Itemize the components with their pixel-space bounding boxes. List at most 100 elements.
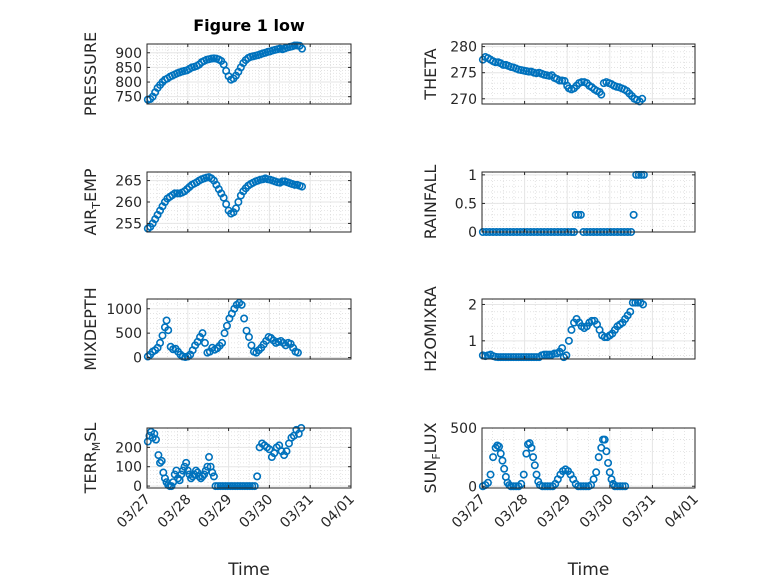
data-point <box>238 482 247 491</box>
data-point <box>226 482 235 491</box>
data-point <box>499 353 508 362</box>
data-point <box>604 458 613 467</box>
data-point <box>293 348 302 357</box>
data-point <box>543 482 552 491</box>
y-axis-label: AIRTEMP <box>81 168 103 235</box>
y-tick-label: 275 <box>450 66 477 82</box>
y-axis-label: RAINFALL <box>421 165 440 240</box>
y-axis-label-part: RAINFALL <box>421 165 440 240</box>
axes-box <box>481 43 696 105</box>
data-point <box>602 447 611 456</box>
y-axis-label: THETA <box>421 48 440 100</box>
data-point <box>512 353 521 362</box>
data-point <box>198 329 207 338</box>
y-tick-label: 280 <box>450 40 477 56</box>
data-point <box>506 482 515 491</box>
data-point <box>243 482 252 491</box>
data-point <box>178 466 187 475</box>
y-tick-label: 800 <box>115 75 142 91</box>
data-point <box>504 353 513 362</box>
y-tick-label: 0 <box>133 479 142 495</box>
data-point <box>253 472 262 481</box>
data-point <box>182 458 191 467</box>
data-point <box>581 482 590 491</box>
y-tick-label: 100 <box>115 460 142 476</box>
data-series-sunflux <box>478 435 630 491</box>
axes-box <box>481 171 696 233</box>
data-point <box>525 439 534 448</box>
data-point <box>577 78 586 87</box>
data-point <box>489 453 498 462</box>
data-point <box>151 435 160 444</box>
y-axis-label: SUNFLUX <box>421 422 443 493</box>
y-tick-label: 200 <box>115 440 142 456</box>
data-point <box>158 331 167 340</box>
data-point <box>265 445 274 454</box>
data-point <box>589 475 598 484</box>
data-point <box>494 353 503 362</box>
data-point <box>594 453 603 462</box>
y-axis-label-subscript: T <box>90 202 103 210</box>
y-axis-label-part: LUX <box>421 422 440 453</box>
data-point <box>517 479 526 488</box>
data-point <box>587 316 596 325</box>
y-tick-label: 260 <box>115 195 142 211</box>
y-axis-label-subscript: F <box>430 453 443 459</box>
data-point <box>223 482 232 491</box>
data-point <box>571 210 580 219</box>
data-point <box>522 353 531 362</box>
data-point <box>200 338 209 347</box>
data-point <box>574 210 583 219</box>
y-tick-label: 1 <box>468 334 477 350</box>
data-point <box>499 60 508 69</box>
data-point <box>527 353 536 362</box>
data-point <box>567 325 576 334</box>
data-point <box>278 177 287 186</box>
y-tick-label: 500 <box>450 421 477 437</box>
data-point <box>173 189 182 198</box>
y-tick-label: 750 <box>115 90 142 106</box>
data-point <box>222 321 231 330</box>
data-point <box>167 482 176 491</box>
axes-box <box>146 43 352 105</box>
data-point <box>514 353 523 362</box>
data-point <box>240 482 249 491</box>
data-point <box>576 482 585 491</box>
data-point <box>220 329 229 338</box>
data-point <box>530 461 539 470</box>
data-point <box>208 468 217 477</box>
y-axis-label: MIXDEPTH <box>81 287 100 370</box>
data-point <box>540 350 549 359</box>
subplot-h2omixra: 1 2 H2OMIXRA <box>421 286 696 372</box>
data-point <box>579 482 588 491</box>
data-point <box>529 453 538 462</box>
data-point <box>237 300 246 309</box>
data-point <box>183 466 192 475</box>
data-point <box>597 90 606 99</box>
y-tick-label: 900 <box>115 46 142 62</box>
data-point <box>496 353 505 362</box>
data-point <box>222 200 231 209</box>
x-axis-label: Time <box>567 560 610 580</box>
data-point <box>541 482 550 491</box>
y-axis-label-part: AIR <box>81 209 100 236</box>
data-point <box>298 44 307 53</box>
data-point <box>509 482 518 491</box>
data-point <box>605 468 614 477</box>
axes-box <box>146 427 352 489</box>
axes-box <box>481 427 696 489</box>
data-point <box>191 466 200 475</box>
data-point <box>250 482 259 491</box>
y-axis-label: PRESSURE <box>81 32 100 116</box>
data-point <box>574 482 583 491</box>
data-series-mixdepth <box>143 298 302 362</box>
data-point <box>629 210 638 219</box>
data-point <box>211 482 220 491</box>
data-point <box>491 58 500 67</box>
data-point <box>245 333 254 342</box>
data-point <box>538 482 547 491</box>
data-point <box>290 41 299 50</box>
axes-box <box>481 298 696 360</box>
